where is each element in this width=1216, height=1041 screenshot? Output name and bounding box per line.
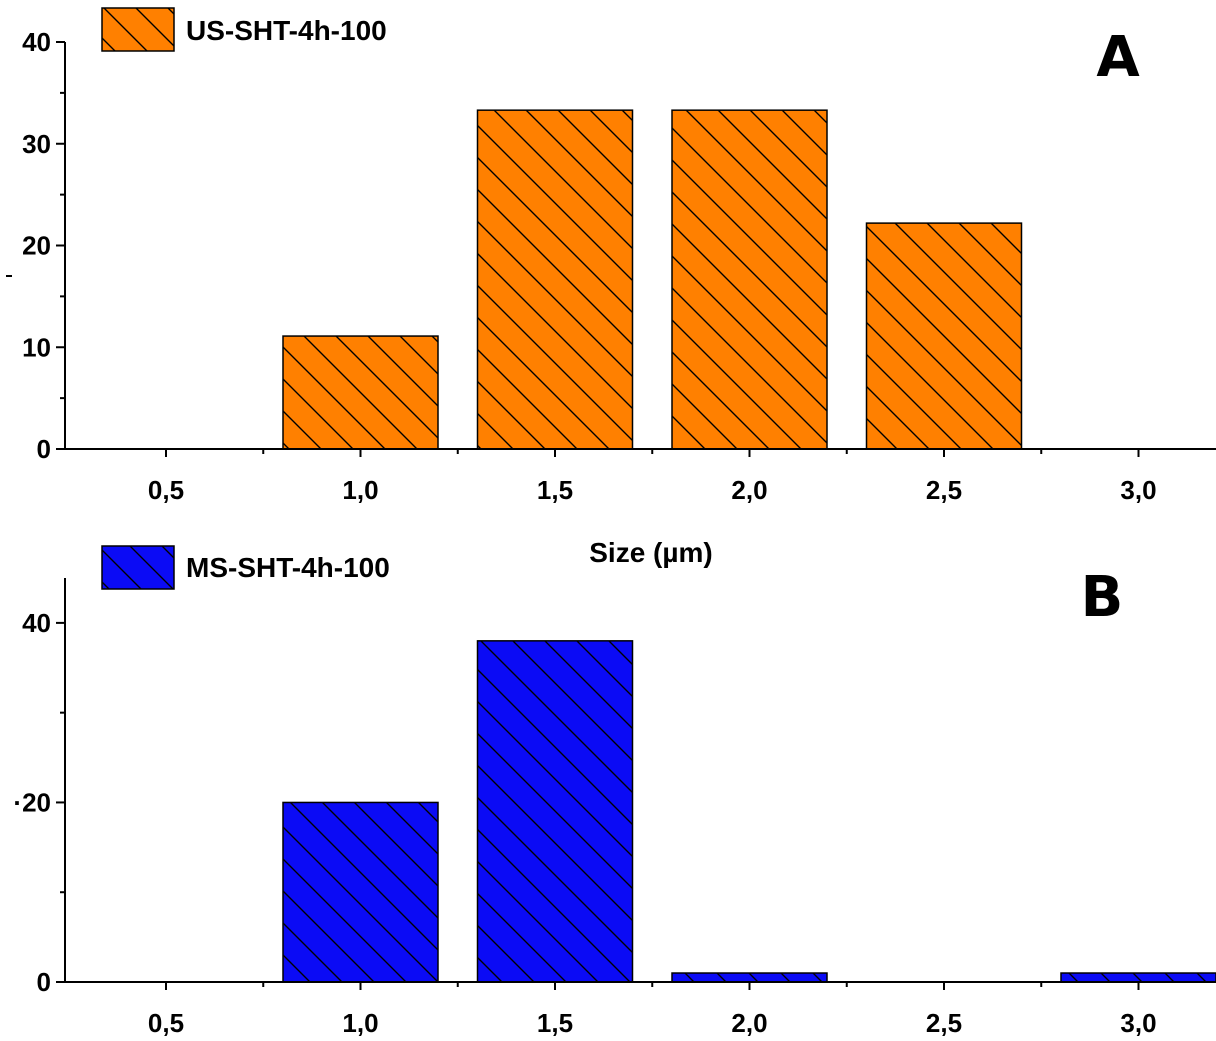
x-tick-label: 2,0 (731, 1008, 767, 1038)
x-tick-label: 2,5 (926, 1008, 962, 1038)
x-tick-label: 3,0 (1120, 475, 1156, 505)
legend-swatch-hatch-a (102, 8, 174, 51)
bar-hatch-b-3 (672, 973, 827, 982)
x-tick-label: 1,5 (537, 475, 573, 505)
bar-hatch-b-1 (283, 802, 438, 982)
y-tick-label: ·20 (13, 787, 51, 817)
x-tick-label: 0,5 (148, 1008, 184, 1038)
y-tick-label: 30 (22, 129, 51, 159)
panel-label-a: A (1096, 25, 1140, 90)
legend-label-a: US-SHT-4h-100 (186, 15, 387, 46)
x-axis-title: Size (µm) (589, 537, 712, 568)
x-tick-label: 1,5 (537, 1008, 573, 1038)
bar-hatch-b-2 (477, 640, 633, 982)
y-tick-label: 0 (37, 434, 51, 464)
x-tick-label: 1,0 (342, 1008, 378, 1038)
y-tick-label: 0 (37, 967, 51, 997)
x-tick-label: 0,5 (148, 475, 184, 505)
chart-panel-a: 0 10 20 30 40 0,5 1,0 1,5 2,0 2,5 3,0 US-SHT-4h-100… (6, 7, 1216, 568)
bar-hatch-a-2 (477, 110, 633, 450)
bar-hatch-a-4 (866, 223, 1022, 449)
x-tick-label: 3,0 (1120, 1008, 1156, 1038)
x-tick-label: 2,0 (731, 475, 767, 505)
panel-label-b: B (1081, 565, 1124, 630)
y-tick-label: 20 (22, 231, 51, 261)
legend-label-b: MS-SHT-4h-100 (186, 552, 390, 583)
y-tick-label: 40 (22, 27, 51, 57)
bar-hatch-a-1 (283, 336, 438, 449)
chart-panel-b: 0 ·20 40 0,5 1,0 1,5 2,0 2,5 3,0 MS-SHT-4h-100 B (13, 545, 1216, 1038)
legend-swatch-hatch-b (102, 546, 174, 589)
x-tick-label: 1,0 (342, 475, 378, 505)
y-tick-label: 40 (22, 608, 51, 638)
y-tick-label: 10 (22, 332, 51, 362)
bar-hatch-a-3 (672, 110, 827, 450)
x-tick-label: 2,5 (926, 475, 962, 505)
bar-hatch-b-5 (1061, 973, 1216, 982)
